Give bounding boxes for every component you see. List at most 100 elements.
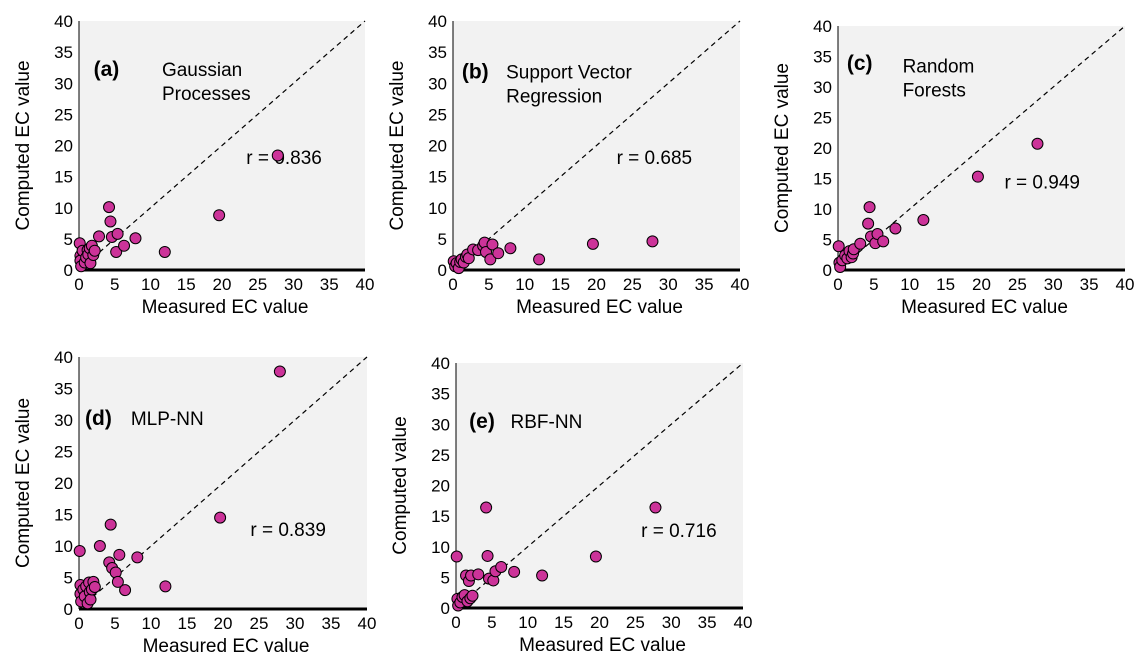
x-tick-label: 20 [590,613,609,632]
data-point [889,222,902,235]
data-point [472,568,485,581]
y-axis-label: Computed value [390,416,411,554]
y-tick-label: 5 [438,230,447,249]
x-tick-label: 25 [1008,275,1027,294]
x-tick-label: 15 [551,275,570,294]
x-axis-label: Measured EC value [901,297,1068,318]
panel-letter: (b) [462,60,489,83]
x-tick-label: 30 [1044,275,1063,294]
x-tick-label: 30 [286,614,305,633]
correlation-label: r = 0.839 [250,520,326,541]
x-tick-label: 5 [110,614,119,633]
panel-e: 0 5 10 15 20 25 30 35 40 0 5 10 15 20 25 30 35 40 Measured… [390,354,752,656]
reference-line [78,20,366,271]
x-tick-label: 10 [900,275,919,294]
plot-area [838,26,1125,270]
x-tick-label: 0 [448,275,457,294]
data-point [508,565,521,578]
x-tick-label: 35 [698,613,717,632]
panel-d: 0 5 10 15 20 25 30 35 40 0 5 10 15 20 25 30 35 40 Measured… [13,348,376,657]
data-point [917,213,930,226]
y-tick-label: 25 [54,443,73,462]
y-tick-label: 10 [54,537,73,556]
data-point [113,548,126,561]
x-axis-label: Measured EC value [516,297,683,318]
data-point [118,239,131,252]
x-tick-label: 40 [734,613,753,632]
data-point [832,240,845,253]
y-axis-label: Computed EC value [772,63,793,233]
data-point [73,545,86,558]
y-tick-label: 30 [428,74,447,93]
x-tick-label: 5 [487,613,496,632]
data-point [495,560,508,573]
data-point [93,230,106,243]
data-point [971,170,984,183]
y-tick-label: 5 [64,230,73,249]
y-tick-label: 20 [54,137,73,156]
x-tick-label: 10 [142,614,161,633]
y-tick-label: 25 [813,109,832,128]
x-tick-label: 25 [250,614,269,633]
model-name: Forests [903,80,966,101]
y-tick-label: 35 [813,48,832,67]
y-tick-label: 5 [64,569,73,588]
model-name: RBF-NN [511,412,583,433]
x-tick-label: 0 [833,275,842,294]
correlation-label: r = 0.836 [246,148,322,169]
y-tick-label: 15 [428,168,447,187]
y-tick-label: 10 [431,538,450,557]
x-tick-label: 5 [869,275,878,294]
y-tick-label: 0 [64,261,73,280]
y-tick-label: 10 [428,199,447,218]
y-axis-label: Computed EC value [387,60,408,230]
y-tick-label: 35 [431,385,450,404]
y-tick-label: 0 [438,261,447,280]
x-tick-label: 35 [695,275,714,294]
data-point [104,518,117,531]
y-tick-label: 30 [813,78,832,97]
y-tick-label: 40 [813,17,832,36]
data-point [854,237,867,250]
x-tick-label: 15 [178,614,197,633]
data-point [862,217,875,230]
y-axis-label: Computed EC value [13,60,34,230]
y-tick-label: 35 [54,43,73,62]
model-name: MLP-NN [131,409,204,430]
y-tick-label: 15 [431,507,450,526]
data-point [93,540,106,552]
data-point [481,549,494,562]
y-tick-label: 20 [428,137,447,156]
data-point [486,238,499,251]
x-tick-label: 20 [587,275,606,294]
data-point [877,235,890,248]
y-tick-label: 20 [813,139,832,158]
y-tick-label: 5 [441,568,450,587]
x-tick-label: 35 [1080,275,1099,294]
x-tick-label: 15 [554,613,573,632]
data-point [484,253,497,266]
data-point [586,237,599,250]
data-point [88,580,101,593]
data-point [111,227,124,240]
x-tick-label: 10 [518,613,537,632]
data-point [84,593,97,606]
data-point [536,569,549,582]
y-tick-label: 35 [54,380,73,399]
data-point [213,209,226,222]
x-tick-label: 5 [484,275,493,294]
y-tick-label: 40 [54,348,73,367]
panel-a: 0 5 10 15 20 25 30 35 40 0 5 10 15 20 25 30 35 40 Measured… [13,12,374,318]
data-point [271,149,284,162]
data-point [504,242,517,255]
y-tick-label: 10 [54,199,73,218]
panel-letter: (a) [94,58,120,81]
data-point [1031,137,1044,150]
data-point [158,245,171,258]
y-tick-label: 15 [54,168,73,187]
x-tick-label: 15 [177,275,196,294]
y-tick-label: 25 [428,105,447,124]
y-axis-label: Computed EC value [13,398,34,568]
y-tick-label: 35 [428,43,447,62]
